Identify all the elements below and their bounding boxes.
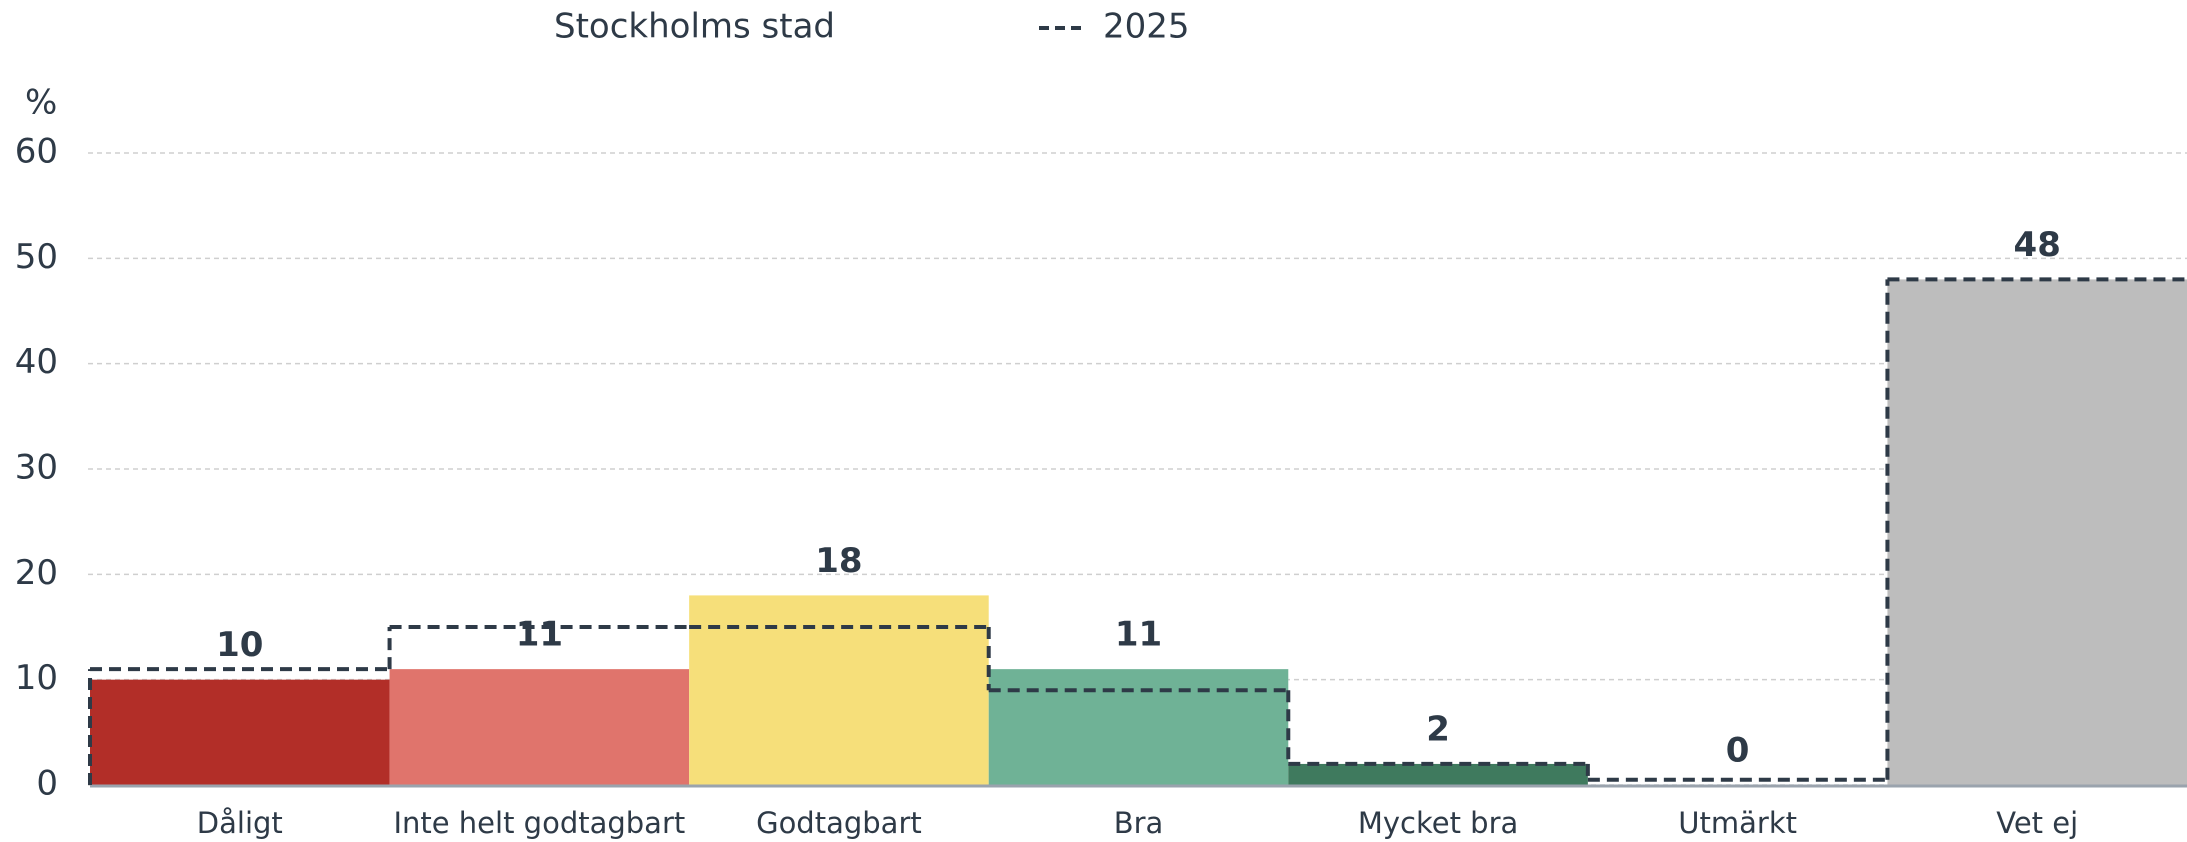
bar: [689, 595, 989, 785]
value-label: 0: [1726, 731, 1750, 771]
y-tick-label: 60: [15, 132, 58, 172]
x-tick-label: Inte helt godtagbart: [393, 806, 685, 840]
x-tick-label: Vet ej: [1996, 806, 2078, 840]
y-tick-label: 30: [15, 448, 58, 488]
bar: [988, 669, 1289, 785]
value-label: 11: [516, 615, 563, 655]
bar: [389, 669, 690, 785]
y-tick-label: 50: [15, 237, 58, 277]
value-label: 10: [216, 625, 263, 665]
value-label: 2: [1426, 709, 1450, 749]
legend-label: Stockholms stad: [554, 7, 835, 47]
y-tick-label: 10: [15, 658, 58, 698]
legend-label: 2025: [1103, 7, 1190, 47]
bar: [90, 679, 390, 785]
x-tick-label: Bra: [1114, 806, 1164, 840]
y-axis-label: %: [25, 83, 57, 123]
value-label: 48: [2014, 225, 2061, 265]
y-tick-label: 40: [15, 342, 58, 382]
x-tick-label: Utmärkt: [1678, 806, 1797, 840]
y-tick-label: 0: [36, 764, 58, 804]
x-tick-label: Dåligt: [197, 806, 283, 840]
y-tick-label: 20: [15, 553, 58, 593]
value-label: 11: [1115, 615, 1162, 655]
bar: [1887, 279, 2187, 785]
bar: [1288, 763, 1588, 785]
x-tick-label: Mycket bra: [1358, 806, 1518, 840]
x-tick-label: Godtagbart: [756, 806, 922, 840]
value-label: 18: [815, 541, 862, 581]
